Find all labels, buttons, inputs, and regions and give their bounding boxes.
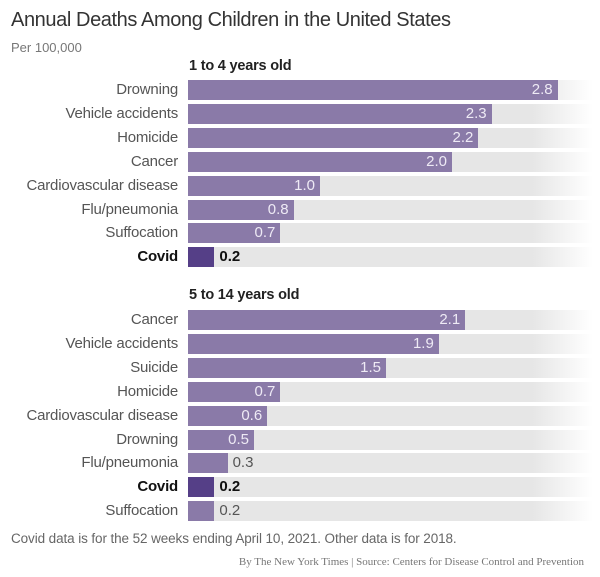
bar: [188, 80, 558, 100]
bar: [188, 199, 294, 220]
value-label: 1.0: [294, 176, 315, 194]
value-label: 0.8: [267, 200, 289, 218]
bar-row: Suicide 1.5: [0, 357, 600, 378]
bar: [188, 310, 466, 330]
value-label: 1.9: [412, 334, 434, 352]
bar-row: Cardiovascular disease 1.0: [0, 175, 600, 196]
bar-row: Cancer 2.0: [0, 151, 600, 172]
category-label: Covid: [137, 478, 178, 496]
category-label: Homicide: [117, 128, 178, 146]
value-label: 1.5: [360, 358, 381, 376]
value-label: 0.2: [219, 502, 241, 520]
value-label: 0.7: [254, 382, 276, 400]
bar-row: Flu/pneumonia 0.3: [0, 453, 600, 474]
bar-track: [188, 453, 593, 474]
group-heading-5-14: 5 to 14 years old: [189, 287, 300, 303]
category-label: Suffocation: [105, 502, 178, 520]
source-credit: By The New York Times | Source: Centers …: [238, 556, 584, 568]
bar-row: Covid 0.2: [0, 477, 600, 498]
category-label: Cardiovascular disease: [26, 406, 178, 424]
value-label: 2.1: [439, 311, 461, 328]
category-label: Homicide: [117, 382, 178, 400]
value-label: 0.3: [232, 454, 254, 472]
bar-row: Vehicle accidents 2.3: [0, 103, 600, 124]
bar-row: Homicide 0.7: [0, 381, 600, 402]
bar: [188, 127, 479, 148]
value-label: 2.2: [452, 128, 474, 146]
bar-track: [188, 247, 593, 268]
bar: [188, 175, 320, 196]
bar: [188, 501, 215, 522]
category-label: Suicide: [130, 358, 178, 376]
bar: [188, 333, 439, 354]
value-label: 0.2: [219, 248, 241, 266]
category-label: Flu/pneumonia: [81, 200, 178, 218]
category-label: Vehicle accidents: [65, 334, 178, 352]
category-label: Cancer: [130, 311, 178, 328]
bar-row: Suffocation 0.2: [0, 501, 600, 522]
category-label: Covid: [137, 248, 178, 266]
bar-track: [188, 405, 593, 426]
value-label: 2.0: [426, 152, 447, 170]
category-label: Cancer: [130, 152, 178, 170]
bar-row: Drowning 2.8: [0, 80, 600, 100]
group-heading-1-4: 1 to 4 years old: [189, 58, 292, 74]
category-label: Cardiovascular disease: [26, 176, 178, 194]
category-label: Suffocation: [105, 224, 178, 242]
footnote: Covid data is for the 52 weeks ending Ap…: [11, 531, 457, 546]
bar: [188, 223, 281, 244]
bar: [188, 477, 215, 498]
bar-row: Covid 0.2: [0, 247, 600, 268]
bar: [188, 405, 268, 426]
bar-track: [188, 501, 593, 522]
category-label: Drowning: [116, 81, 178, 98]
bar-track: [188, 477, 593, 498]
bar: [188, 381, 281, 402]
bar: [188, 453, 228, 474]
bar: [188, 103, 492, 124]
value-label: 0.2: [219, 478, 241, 496]
chart-subtitle: Per 100,000: [11, 40, 82, 55]
bar-row: Drowning 0.5: [0, 429, 600, 450]
value-label: 2.8: [531, 81, 553, 98]
bar-row: Flu/pneumonia 0.8: [0, 199, 600, 220]
bar-track: [188, 429, 593, 450]
bar: [188, 429, 254, 450]
bar-row: Cardiovascular disease 0.6: [0, 405, 600, 426]
category-label: Vehicle accidents: [65, 104, 178, 122]
bar-row: Suffocation 0.7: [0, 223, 600, 244]
bar-track: [188, 223, 593, 244]
bar-track: [188, 381, 593, 402]
bar: [188, 357, 386, 378]
value-label: 0.6: [241, 406, 263, 424]
value-label: 0.7: [254, 224, 276, 242]
bar-row: Cancer 2.1: [0, 310, 600, 330]
chart-title: Annual Deaths Among Children in the Unit…: [11, 9, 451, 31]
value-label: 0.5: [228, 430, 249, 448]
value-label: 2.3: [465, 104, 487, 122]
bar-row: Vehicle accidents 1.9: [0, 333, 600, 354]
bar: [188, 151, 452, 172]
category-label: Flu/pneumonia: [81, 454, 178, 472]
category-label: Drowning: [116, 430, 178, 448]
bar-row: Homicide 2.2: [0, 127, 600, 148]
bar: [188, 247, 215, 268]
